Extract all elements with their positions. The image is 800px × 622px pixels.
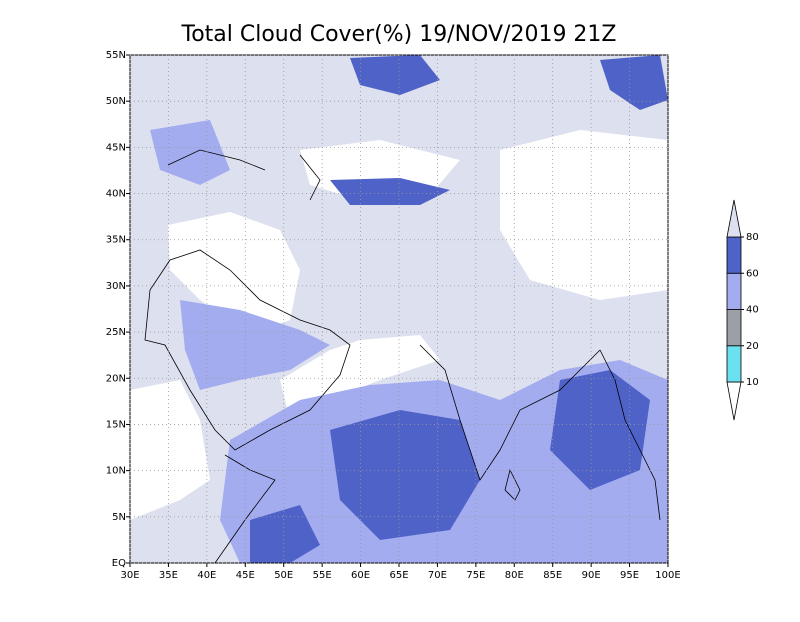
clear-area [130, 380, 210, 520]
colorbar: 10 20 40 60 80 [726, 199, 759, 421]
y-tick-label: 5N [112, 512, 126, 523]
cloud-field [130, 55, 668, 563]
cloud-area [180, 300, 330, 390]
y-tick-label: 10N [106, 466, 126, 477]
coastlines [144, 149, 661, 564]
cloud-area [350, 55, 440, 95]
coastline [214, 454, 276, 564]
y-tick-label: 55N [106, 50, 126, 61]
x-tick-label: 100E [655, 570, 680, 581]
x-tick-label: 60E [351, 570, 370, 581]
map-title: Total Cloud Cover(%) 19/NOV/2019 21Z [181, 22, 617, 47]
x-tick-label: 65E [389, 570, 408, 581]
coastline [419, 344, 601, 481]
y-tick-label: 45N [106, 142, 126, 153]
x-tick-label: 85E [543, 570, 562, 581]
y-tick-label: 50N [106, 96, 126, 107]
x-tick-label: 35E [159, 570, 178, 581]
y-tick-label: 20N [106, 373, 126, 384]
colorbar-label: 60 [746, 268, 759, 279]
coastline [144, 249, 351, 451]
x-tick-label: 45E [236, 570, 255, 581]
y-tick-label: 25N [106, 327, 126, 338]
colorbar-label: 80 [746, 232, 759, 243]
coastline [504, 468, 521, 501]
cloud-area [330, 410, 480, 540]
colorbar-label: 10 [746, 377, 759, 388]
x-tick-label: 80E [505, 570, 524, 581]
colorbar-segment [726, 272, 742, 310]
x-tick-label: 30E [120, 570, 139, 581]
axes: 30E 35E 40E 45E 50E 55E 60E 65E 70E 75E 80E 85E 90E 9… [106, 50, 681, 581]
cloud-area [150, 120, 230, 185]
cloud-area [550, 370, 650, 490]
x-tick-label: 55E [313, 570, 332, 581]
cloud-area [250, 505, 320, 563]
colorbar-segment [726, 345, 742, 383]
y-tick-label: 30N [106, 281, 126, 292]
coastline [167, 149, 321, 201]
x-tick-label: 50E [274, 570, 293, 581]
colorbar-segment [726, 236, 742, 274]
y-tick-label: EQ [112, 558, 126, 569]
colorbar-label: 40 [746, 305, 759, 316]
colorbar-label: 20 [746, 341, 759, 352]
x-tick-label: 70E [428, 570, 447, 581]
y-tick-label: 15N [106, 419, 126, 430]
coastline [599, 349, 661, 521]
clear-area [500, 130, 668, 300]
colorbar-segment [726, 309, 742, 347]
y-tick-label: 40N [106, 189, 126, 200]
cloud-area [330, 178, 450, 205]
cloud-area [600, 55, 668, 110]
x-tick-label: 95E [620, 570, 639, 581]
x-tick-label: 40E [197, 570, 216, 581]
colorbar-segment [726, 199, 742, 238]
x-tick-label: 90E [582, 570, 601, 581]
y-tick-label: 35N [106, 235, 126, 246]
x-tick-label: 75E [466, 570, 485, 581]
